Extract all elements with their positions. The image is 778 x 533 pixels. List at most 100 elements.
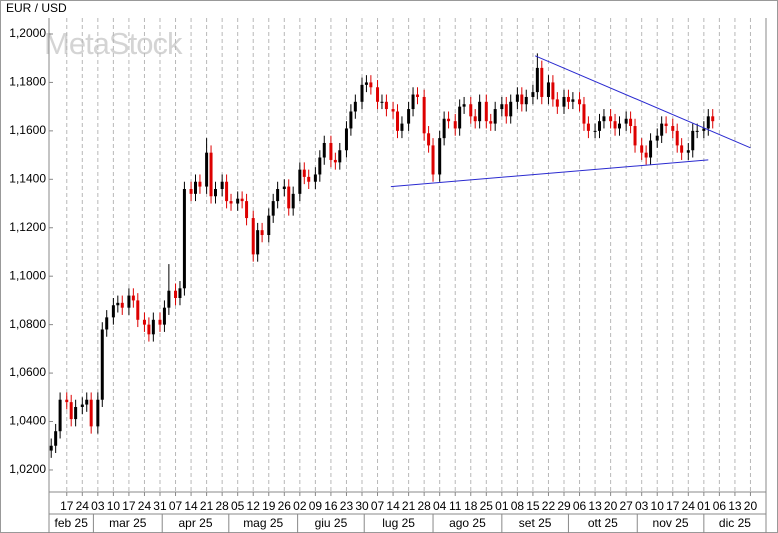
candle <box>415 87 419 105</box>
candle <box>174 283 178 306</box>
candle <box>240 191 244 209</box>
candle <box>442 111 446 146</box>
candle <box>111 297 115 325</box>
candle <box>431 138 435 182</box>
candle <box>680 138 684 160</box>
candle-body <box>127 295 131 308</box>
candle-body <box>391 109 395 112</box>
candle-body <box>209 152 213 197</box>
candle <box>509 94 513 124</box>
candle-body <box>680 145 684 153</box>
x-tick-label: 10 <box>107 499 121 513</box>
candle-body <box>462 104 466 107</box>
candle <box>602 109 606 129</box>
candle-body <box>291 193 295 209</box>
candle <box>515 87 519 110</box>
candle-body <box>571 99 575 102</box>
candle <box>151 312 155 342</box>
trendline <box>534 55 751 149</box>
candle <box>586 116 590 139</box>
candle <box>333 152 337 170</box>
candle-body <box>509 101 513 117</box>
candle-body <box>271 201 275 216</box>
candle-body <box>54 431 58 446</box>
y-tick-label: 1,0400 <box>9 414 46 428</box>
candle-body <box>131 295 135 301</box>
x-tick-label: 04 <box>433 499 447 513</box>
candle <box>407 101 411 131</box>
candle <box>49 438 53 458</box>
month-label: apr 25 <box>178 516 212 530</box>
candle <box>220 174 224 197</box>
candle <box>245 193 249 226</box>
candle <box>702 121 706 139</box>
y-tick-label: 1,2000 <box>9 26 46 40</box>
candle-body <box>151 319 155 335</box>
candle-body <box>167 290 171 308</box>
x-tick-label: 25 <box>480 499 494 513</box>
candle <box>644 145 648 165</box>
candle <box>655 128 659 148</box>
candle-body <box>609 116 613 122</box>
candle-body <box>182 188 186 289</box>
candle <box>478 94 482 129</box>
x-tick-label: 12 <box>247 499 261 513</box>
candle-body <box>162 307 166 325</box>
candle-body <box>578 99 582 105</box>
candle-body <box>593 130 597 132</box>
candle-body <box>136 300 140 320</box>
candle <box>469 96 473 124</box>
candle <box>313 167 317 189</box>
candle-body <box>329 142 333 160</box>
candle <box>546 75 550 105</box>
candle-body <box>633 126 637 146</box>
candle-body <box>225 181 229 202</box>
candle <box>209 145 213 204</box>
candle <box>624 111 628 131</box>
candle-body <box>384 101 388 110</box>
x-tick-label: 20 <box>604 499 618 513</box>
candle <box>380 94 384 110</box>
candle <box>127 288 131 315</box>
x-tick-label: 14 <box>184 499 198 513</box>
candle-body <box>629 118 633 127</box>
candle <box>660 116 664 143</box>
candle <box>142 312 146 332</box>
candle-body <box>411 94 415 110</box>
candle <box>489 113 493 131</box>
candle-body <box>189 188 193 194</box>
candle-body <box>198 181 202 187</box>
y-tick-label: 1,0800 <box>9 317 46 331</box>
x-tick-label: 19 <box>262 499 276 513</box>
candle <box>131 288 135 308</box>
candle-body <box>245 201 249 219</box>
chart-title: EUR / USD <box>6 1 67 15</box>
candle-body <box>422 96 426 134</box>
candle-body <box>664 123 668 127</box>
candle-body <box>582 104 586 124</box>
candle-body <box>85 399 89 405</box>
x-tick-label: 30 <box>355 499 369 513</box>
candle <box>520 87 524 112</box>
month-label: nov 25 <box>653 516 689 530</box>
candle <box>453 113 457 136</box>
candle <box>329 135 333 168</box>
candle <box>473 109 477 129</box>
x-tick-label: 03 <box>91 499 105 513</box>
candle <box>613 113 617 136</box>
candle <box>411 87 415 117</box>
candle <box>384 94 388 117</box>
candle <box>353 94 357 119</box>
candle <box>691 123 695 158</box>
x-tick-label: 13 <box>728 499 742 513</box>
x-tick-label: 31 <box>153 499 167 513</box>
candle-body <box>105 317 109 330</box>
candle <box>524 89 528 112</box>
y-tick-label: 1,1600 <box>9 123 46 137</box>
candle <box>609 109 613 129</box>
candle-body <box>236 198 240 204</box>
candle-body <box>396 111 400 131</box>
x-tick-label: 14 <box>386 499 400 513</box>
candle-body <box>318 157 322 175</box>
candle-body <box>515 94 519 102</box>
